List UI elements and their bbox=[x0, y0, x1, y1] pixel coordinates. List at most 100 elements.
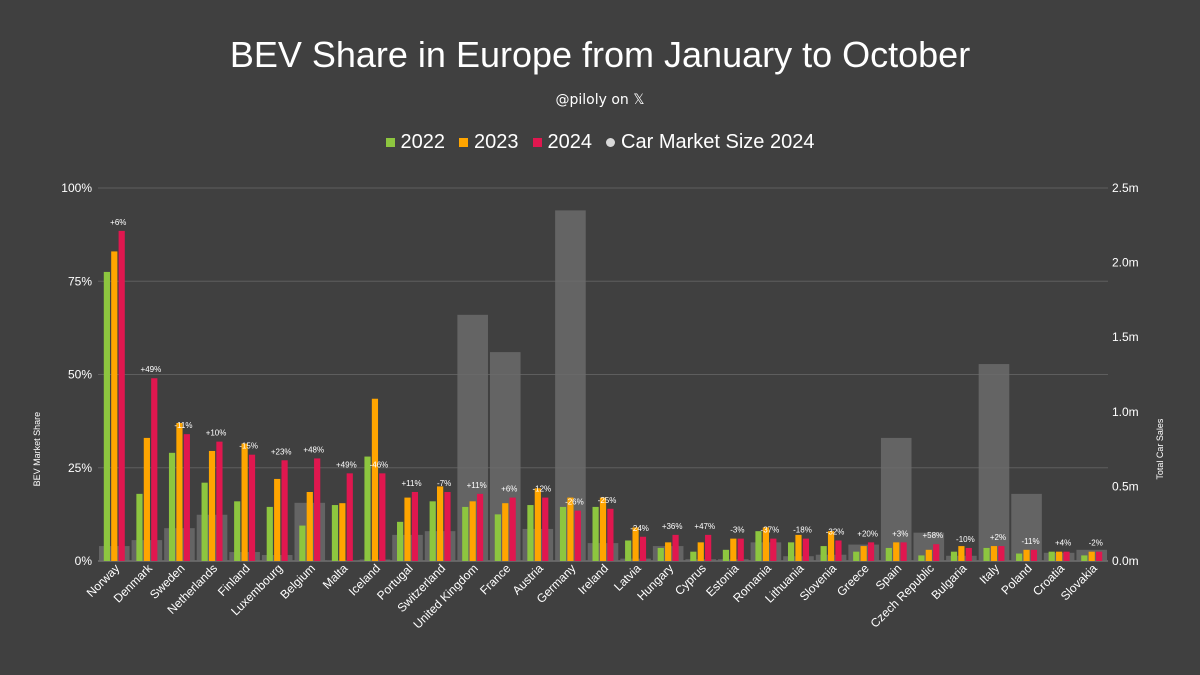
change-annotation: +48% bbox=[303, 445, 324, 454]
change-annotation: +49% bbox=[336, 460, 357, 469]
bar-2022 bbox=[234, 501, 241, 561]
x-tick-label: Hungary bbox=[634, 561, 676, 603]
change-annotation: -10% bbox=[956, 535, 975, 544]
bar-2022 bbox=[885, 547, 892, 561]
bar-2023 bbox=[534, 488, 541, 561]
y2-tick-label: 0.0m bbox=[1112, 554, 1139, 568]
change-annotation: -7% bbox=[437, 479, 451, 488]
bar-2023 bbox=[665, 542, 672, 561]
x-tick-label: Belgium bbox=[277, 561, 318, 602]
bar-2023 bbox=[958, 546, 965, 561]
change-annotation: -2% bbox=[1089, 539, 1103, 548]
bar-2022 bbox=[266, 506, 273, 561]
bar-2022 bbox=[722, 549, 730, 561]
bar-2024 bbox=[118, 230, 125, 561]
bar-2023 bbox=[1056, 551, 1063, 561]
bar-2022 bbox=[559, 506, 567, 561]
bar-2023 bbox=[795, 534, 802, 561]
bar-2022 bbox=[331, 505, 339, 561]
bar-2022 bbox=[462, 506, 469, 561]
bar-2023 bbox=[1023, 549, 1030, 561]
x-tick-label: Italy bbox=[977, 561, 1002, 586]
bar-2023 bbox=[1088, 551, 1095, 561]
bar-2022 bbox=[1081, 555, 1088, 561]
change-annotation: +3% bbox=[892, 529, 908, 538]
change-annotation: -11% bbox=[174, 421, 192, 430]
bar-2023 bbox=[860, 546, 867, 561]
bar-2023 bbox=[599, 497, 607, 561]
x-tick-label: Greece bbox=[834, 561, 872, 599]
bar-2023 bbox=[143, 437, 150, 561]
bar-2022 bbox=[755, 531, 762, 561]
change-annotation: -11% bbox=[1022, 537, 1040, 546]
bar-2023 bbox=[371, 398, 379, 561]
bar-2024 bbox=[1030, 549, 1038, 561]
change-annotation: -25% bbox=[598, 496, 617, 505]
change-annotation: +36% bbox=[662, 522, 683, 531]
bar-2023 bbox=[339, 503, 346, 561]
bar-2024 bbox=[281, 460, 288, 561]
bar-2024 bbox=[737, 538, 744, 561]
x-tick-label: France bbox=[477, 561, 514, 598]
change-annotation: +6% bbox=[501, 485, 517, 494]
bar-2023 bbox=[632, 527, 639, 561]
bar-2023 bbox=[469, 501, 476, 561]
bar-2022 bbox=[690, 551, 697, 561]
bar-2022 bbox=[853, 551, 860, 561]
y2-tick-label: 2.0m bbox=[1112, 256, 1139, 270]
bar-2022 bbox=[364, 456, 371, 561]
change-annotation: -37% bbox=[761, 526, 780, 535]
bar-2022 bbox=[787, 542, 795, 561]
bar-2022 bbox=[1016, 553, 1023, 561]
y-tick-label: 25% bbox=[68, 461, 92, 475]
bar-2024 bbox=[672, 534, 679, 561]
chart-subtitle: @piloly on 𝕏 bbox=[555, 92, 645, 108]
y-tick-label: 75% bbox=[68, 274, 92, 288]
market-size-bar bbox=[978, 364, 1010, 561]
bar-2022 bbox=[201, 482, 208, 561]
change-annotation: +6% bbox=[110, 218, 126, 227]
bar-2022 bbox=[397, 521, 404, 561]
bar-2024 bbox=[607, 508, 614, 561]
bar-2024 bbox=[933, 544, 940, 561]
x-tick-label: Ireland bbox=[575, 561, 611, 597]
bar-2022 bbox=[1048, 551, 1055, 561]
bar-2024 bbox=[705, 534, 712, 561]
market-size-bar bbox=[880, 437, 912, 561]
x-tick-label: Slovenia bbox=[797, 561, 840, 604]
bar-2023 bbox=[502, 503, 509, 561]
bar-2024 bbox=[1096, 551, 1103, 561]
chart-title: BEV Share in Europe from January to Octo… bbox=[229, 34, 971, 75]
y-axis-label: BEV Market Share bbox=[32, 412, 42, 487]
change-annotation: +11% bbox=[401, 479, 421, 488]
bar-2024 bbox=[802, 538, 809, 561]
bar-2023 bbox=[990, 546, 998, 561]
bar-2022 bbox=[527, 505, 534, 561]
y-tick-label: 50% bbox=[68, 368, 92, 382]
bar-2022 bbox=[103, 271, 110, 561]
x-tick-label: Slovakia bbox=[1058, 561, 1100, 603]
bar-2022 bbox=[950, 551, 958, 561]
change-annotation: -18% bbox=[793, 526, 812, 535]
bar-2023 bbox=[567, 497, 574, 561]
bar-2024 bbox=[248, 454, 256, 561]
bar-2023 bbox=[404, 497, 411, 561]
bar-2024 bbox=[379, 473, 386, 561]
bar-2024 bbox=[998, 546, 1005, 561]
change-annotation: +49% bbox=[141, 365, 162, 374]
legend-swatch-2024 bbox=[532, 138, 542, 147]
bar-2023 bbox=[274, 478, 281, 561]
change-annotation: +23% bbox=[271, 447, 292, 456]
change-annotation: +47% bbox=[694, 522, 715, 531]
y2-tick-label: 1.0m bbox=[1112, 405, 1139, 419]
legend-label-2023: 2023 bbox=[474, 131, 519, 153]
change-annotation: -12% bbox=[532, 485, 551, 494]
change-annotation: +4% bbox=[1055, 539, 1071, 548]
bar-2022 bbox=[918, 555, 925, 561]
bar-2024 bbox=[867, 542, 875, 561]
y-tick-label: 0% bbox=[75, 554, 93, 568]
y2-tick-label: 2.5m bbox=[1112, 181, 1139, 195]
bar-2023 bbox=[697, 542, 704, 561]
